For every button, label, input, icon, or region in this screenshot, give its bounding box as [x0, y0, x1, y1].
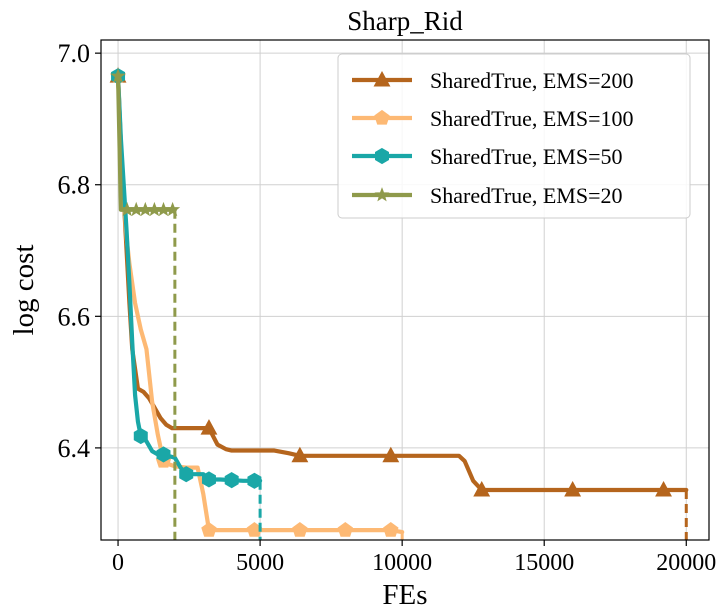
series-line — [115, 74, 263, 483]
data-point-marker — [291, 446, 309, 463]
x-tick-label: 5000 — [236, 550, 284, 576]
legend-item: SharedTrue, EMS=100 — [352, 106, 634, 131]
data-point-marker — [473, 480, 491, 497]
data-point-marker — [201, 522, 217, 537]
legend-label: SharedTrue, EMS=20 — [430, 183, 623, 208]
series-layer — [109, 67, 689, 540]
legend-swatch-marker — [375, 147, 389, 165]
chart-title: Sharp_Rid — [347, 6, 463, 36]
legend-box — [337, 53, 691, 219]
data-point-marker — [564, 480, 582, 497]
data-point-marker — [133, 427, 148, 445]
legend-label: SharedTrue, EMS=100 — [430, 106, 634, 131]
data-point-marker — [165, 201, 181, 217]
legend-swatch-marker — [374, 109, 390, 125]
plot-frame — [100, 39, 710, 541]
legend-swatch-marker — [373, 70, 391, 87]
series-4 — [110, 68, 181, 540]
data-point-marker — [247, 472, 262, 489]
data-point-marker — [383, 522, 399, 537]
data-point-marker — [337, 522, 354, 537]
x-axis-label: FEs — [382, 579, 427, 611]
legend-item: SharedTrue, EMS=200 — [352, 68, 634, 93]
legend-item: SharedTrue, EMS=20 — [352, 183, 623, 208]
y-tick-label: 6.4 — [58, 434, 91, 463]
data-point-marker — [156, 446, 171, 463]
data-point-marker — [382, 446, 400, 463]
legend-swatch-marker — [374, 187, 390, 202]
data-point-marker — [110, 68, 126, 83]
data-point-marker — [200, 419, 218, 435]
data-point-marker — [292, 522, 308, 537]
y-tick-label: 6.8 — [58, 171, 91, 200]
data-point-marker — [224, 472, 239, 489]
data-point-marker — [201, 471, 216, 488]
legend-item: SharedTrue, EMS=50 — [352, 144, 623, 169]
legend-label: SharedTrue, EMS=200 — [430, 68, 634, 93]
x-tick-label: 10000 — [372, 550, 432, 576]
y-tick-label: 7.0 — [58, 39, 91, 68]
x-tick-label: 15000 — [514, 550, 574, 576]
x-tick-label: 0 — [112, 550, 124, 576]
x-tick-label: 20000 — [656, 550, 716, 576]
series-line — [115, 74, 689, 493]
series-line — [115, 74, 177, 212]
y-axis-label: log cost — [8, 244, 40, 335]
tick-layer: 0 5000 10000 15000 20000 6.4 6.6 6.8 7.0 — [58, 39, 717, 576]
legend: SharedTrue, EMS=200 SharedTrue, EMS=100 Sh… — [337, 53, 691, 219]
data-point-marker — [179, 466, 194, 483]
legend-label: SharedTrue, EMS=50 — [430, 144, 623, 169]
data-point-marker — [655, 480, 672, 497]
y-tick-label: 6.6 — [58, 302, 91, 331]
